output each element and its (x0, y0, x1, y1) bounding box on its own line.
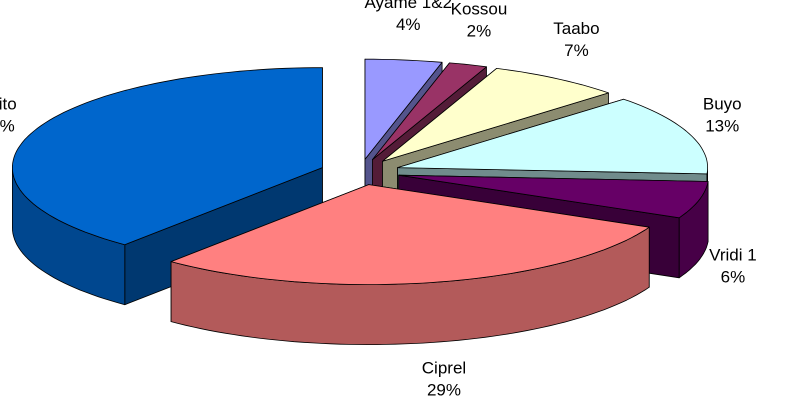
slice-label: Vridi 1 (709, 246, 757, 265)
slice (170, 184, 650, 345)
slice-value-label: 6% (721, 268, 746, 287)
slice-value-label: 7% (564, 41, 589, 60)
slice-value-label: 13% (705, 116, 739, 135)
slice-value-label: 29% (427, 380, 461, 399)
slice-value-label: 2% (467, 22, 492, 41)
slice-label: Azito (0, 94, 17, 113)
slice-label: Ciprel (422, 358, 466, 377)
slice-top (364, 58, 443, 160)
slice-top (372, 62, 487, 161)
slice-top (397, 98, 708, 175)
slice-label: Kossou (451, 0, 508, 19)
slice-top (170, 184, 650, 285)
slice-top (398, 174, 709, 219)
slice-label: Buyo (703, 94, 742, 113)
slice-top (382, 68, 609, 162)
slice-label: Ayamé 1&2 (364, 0, 452, 12)
slice-top (12, 67, 323, 246)
slice-value-label: 4% (396, 15, 421, 34)
slice-label: Taabo (553, 19, 599, 38)
slice-value-label: 39% (0, 116, 15, 135)
